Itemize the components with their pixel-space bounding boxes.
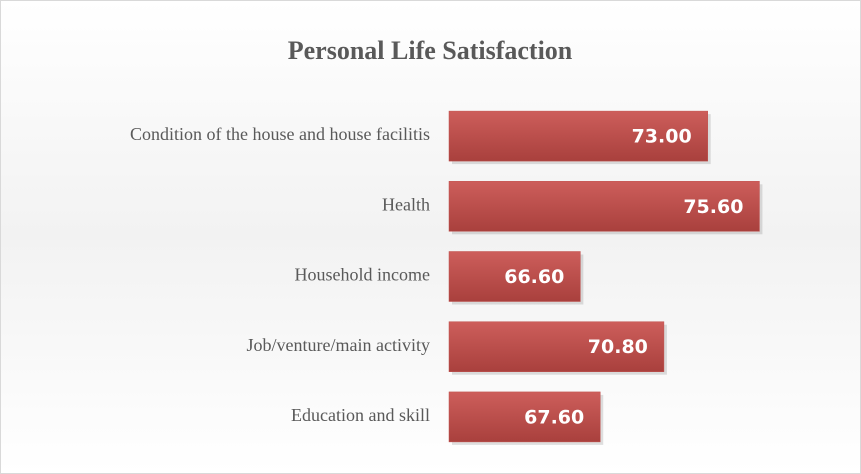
chart-title: Personal Life Satisfaction <box>288 36 573 65</box>
category-label: Education and skill <box>291 405 430 425</box>
bar <box>448 321 665 372</box>
value-label: 75.60 <box>683 196 743 218</box>
category-label: Job/venture/main activity <box>247 335 430 355</box>
bar <box>448 391 601 443</box>
value-label: 66.60 <box>504 266 564 288</box>
value-label: 67.60 <box>524 406 584 428</box>
bar <box>448 110 708 162</box>
category-label: Health <box>382 194 430 214</box>
bar <box>448 251 581 302</box>
category-label: Household income <box>295 265 430 285</box>
value-label: 73.00 <box>632 126 692 148</box>
category-label: Condition of the house and house facilit… <box>130 124 430 144</box>
value-label: 70.80 <box>588 336 648 358</box>
bar <box>448 181 760 232</box>
